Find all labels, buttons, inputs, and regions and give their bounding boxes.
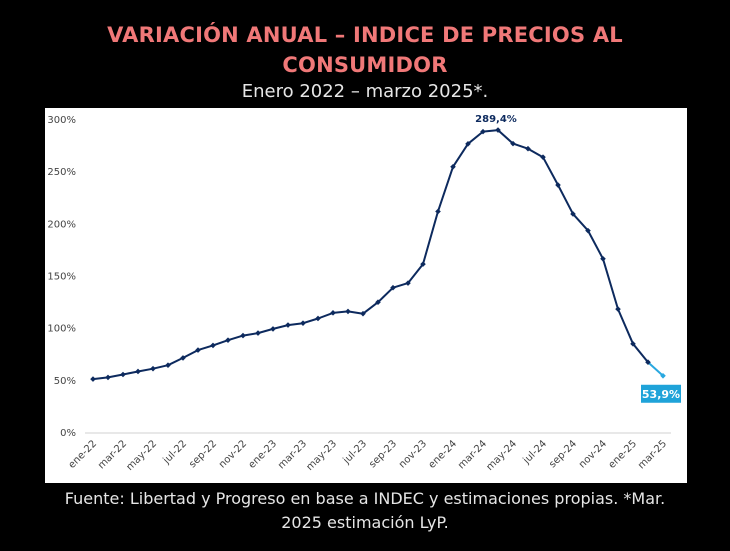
data-point bbox=[615, 306, 621, 312]
data-point bbox=[165, 362, 171, 369]
data-point bbox=[360, 310, 366, 317]
x-tick-label: may-23 bbox=[305, 438, 340, 473]
x-tick-label: jul-22 bbox=[161, 438, 189, 466]
data-point bbox=[630, 341, 636, 347]
series-line bbox=[92, 129, 649, 381]
x-tick-label: nov-22 bbox=[217, 438, 249, 470]
chart-title-line-2: CONSUMIDOR bbox=[282, 53, 448, 77]
line-chart: 0%50%100%150%200%250%300% ene-22mar-22ma… bbox=[47, 114, 681, 473]
data-point bbox=[660, 372, 666, 379]
chart-panel: 0% 50% 100% 150% 200% 250% 300% ene-22 mar-22 ma… bbox=[45, 108, 687, 483]
x-tick-label: mar-24 bbox=[456, 438, 489, 471]
data-point bbox=[375, 299, 381, 306]
chart-subtitle: Enero 2022 – marzo 2025*. bbox=[241, 81, 489, 102]
x-tick-label: nov-23 bbox=[397, 438, 429, 470]
y-tick-label: 50% bbox=[54, 376, 76, 387]
x-tick-label: ene-25 bbox=[607, 438, 640, 471]
data-point bbox=[315, 315, 321, 322]
data-point bbox=[435, 208, 441, 215]
chart-title: VARIACIÓN ANUAL – INDICE DE PRECIOS AL C… bbox=[0, 20, 730, 80]
data-point bbox=[285, 322, 291, 328]
x-tick-label: nov-24 bbox=[577, 438, 609, 470]
annotation-box bbox=[641, 384, 681, 403]
data-point bbox=[135, 368, 141, 375]
data-point bbox=[270, 326, 276, 332]
x-tick-label: sep-22 bbox=[187, 438, 219, 470]
x-tick-label: ene-24 bbox=[427, 438, 460, 471]
annotation-label-peak: 289,4% bbox=[475, 114, 517, 125]
y-tick-label: 150% bbox=[47, 272, 76, 283]
source-note-line-1: Fuente: Libertad y Progreso en base a IN… bbox=[64, 489, 666, 508]
data-point bbox=[105, 374, 111, 381]
data-point bbox=[465, 141, 471, 147]
annotation-label-last: 53,9% bbox=[642, 388, 680, 401]
data-point bbox=[600, 256, 606, 262]
y-tick-label: 100% bbox=[47, 324, 76, 335]
estimate-line-segment bbox=[647, 361, 664, 377]
data-point bbox=[585, 227, 591, 234]
data-point bbox=[570, 211, 576, 217]
data-point bbox=[300, 320, 306, 326]
x-tick-label: ene-22 bbox=[67, 438, 100, 471]
x-tick-label: mar-22 bbox=[96, 438, 129, 471]
data-point bbox=[390, 284, 396, 291]
data-point bbox=[480, 128, 486, 135]
data-point bbox=[210, 342, 216, 349]
x-tick-label: sep-24 bbox=[547, 438, 579, 470]
plot-area: 289,4% 53,9% bbox=[90, 114, 681, 403]
data-point bbox=[645, 359, 651, 366]
y-tick-label: 300% bbox=[47, 115, 76, 126]
data-point bbox=[330, 310, 336, 316]
data-point bbox=[90, 376, 96, 382]
data-point bbox=[345, 308, 351, 315]
data-point bbox=[405, 280, 411, 286]
data-point bbox=[225, 337, 231, 343]
source-note-line-2: 2025 estimación LyP. bbox=[281, 513, 449, 532]
x-tick-label: may-24 bbox=[485, 438, 520, 473]
data-point bbox=[180, 355, 186, 361]
x-tick-label: sep-23 bbox=[367, 438, 399, 470]
data-point bbox=[150, 365, 156, 372]
y-tick-label: 0% bbox=[60, 428, 76, 439]
x-tick-label: jul-24 bbox=[521, 438, 549, 466]
source-note: Fuente: Libertad y Progreso en base a IN… bbox=[30, 487, 700, 535]
x-tick-label: mar-23 bbox=[276, 438, 309, 471]
data-point bbox=[195, 347, 201, 353]
data-point bbox=[525, 145, 531, 152]
y-tick-label: 250% bbox=[47, 167, 76, 178]
x-tick-label: may-22 bbox=[125, 438, 160, 473]
y-axis: 0% 50% 100% 150% 200% 250% 300% bbox=[47, 115, 76, 439]
y-tick-label: 200% bbox=[47, 219, 76, 230]
data-point bbox=[255, 330, 261, 336]
chart-title-line-1: VARIACIÓN ANUAL – INDICE DE PRECIOS AL bbox=[107, 23, 623, 47]
data-point bbox=[240, 332, 246, 339]
data-point bbox=[120, 371, 126, 378]
data-point bbox=[450, 163, 456, 170]
x-tick-label: jul-23 bbox=[341, 438, 369, 466]
data-point bbox=[420, 261, 426, 267]
x-tick-label: ene-23 bbox=[247, 438, 280, 471]
x-tick-label: mar-25 bbox=[636, 438, 669, 471]
